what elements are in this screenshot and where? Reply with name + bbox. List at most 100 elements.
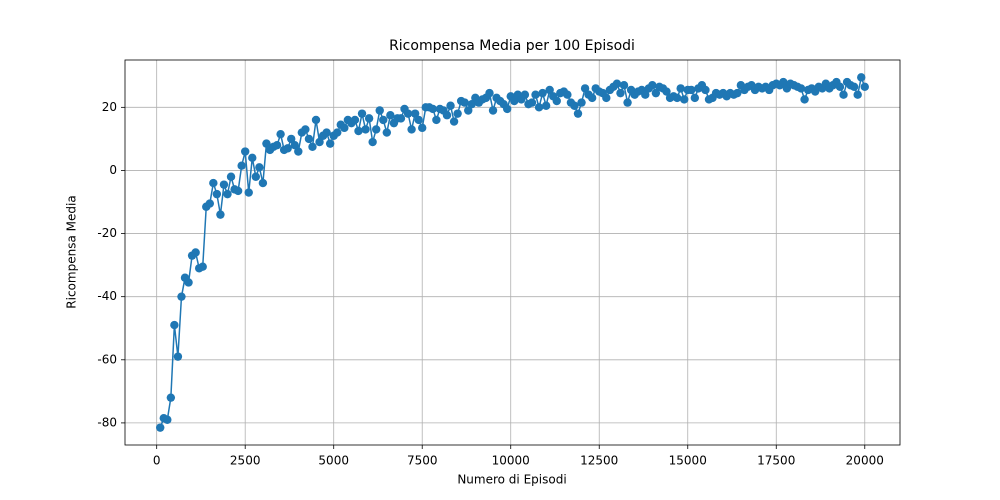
marker xyxy=(602,93,611,103)
marker xyxy=(616,88,625,98)
marker xyxy=(205,199,214,208)
y-tick-label: -80 xyxy=(97,415,117,429)
marker xyxy=(283,144,292,153)
marker xyxy=(386,111,395,120)
marker xyxy=(315,137,324,147)
marker xyxy=(244,188,253,197)
marker xyxy=(340,123,349,133)
marker xyxy=(251,172,261,181)
marker xyxy=(687,85,696,95)
marker xyxy=(510,96,519,106)
marker xyxy=(453,109,462,118)
marker xyxy=(191,248,200,257)
marker xyxy=(301,125,310,134)
marker xyxy=(198,262,207,271)
marker xyxy=(364,114,374,123)
marker xyxy=(237,161,246,170)
x-tick-label: 20000 xyxy=(846,454,884,468)
marker xyxy=(304,134,314,144)
marker xyxy=(166,393,176,402)
marker xyxy=(860,82,869,92)
marker xyxy=(325,139,335,148)
marker xyxy=(467,99,476,109)
marker xyxy=(226,172,236,181)
marker xyxy=(223,189,232,199)
marker xyxy=(520,90,530,99)
marker xyxy=(350,115,360,125)
marker xyxy=(333,128,342,137)
plot-frame xyxy=(124,59,901,446)
x-tick-label: 12500 xyxy=(580,454,618,468)
x-axis-label: Numero di Episodi xyxy=(457,473,566,487)
line xyxy=(159,74,866,428)
x-tick-label: 15000 xyxy=(669,454,707,468)
marker xyxy=(690,93,700,103)
marker xyxy=(857,73,866,82)
marker xyxy=(276,129,285,139)
marker xyxy=(502,104,512,114)
marker xyxy=(641,90,650,99)
marker xyxy=(432,115,441,125)
marker xyxy=(623,98,632,107)
x-tick-label: 0 xyxy=(153,454,161,468)
marker xyxy=(849,82,859,92)
marker xyxy=(648,81,657,90)
marker xyxy=(173,352,183,361)
marker xyxy=(396,114,406,123)
marker xyxy=(290,141,299,150)
marker xyxy=(375,106,384,115)
marker xyxy=(163,415,172,424)
x-tick-label: 17500 xyxy=(757,454,795,468)
marker xyxy=(209,178,218,188)
y-tick-label: -40 xyxy=(97,289,117,303)
marker xyxy=(407,125,416,134)
marker xyxy=(853,90,862,99)
marker xyxy=(701,85,710,95)
marker xyxy=(156,423,165,432)
marker xyxy=(371,125,381,134)
marker xyxy=(403,109,413,118)
marker xyxy=(676,84,685,93)
marker xyxy=(460,98,469,107)
marker xyxy=(449,117,459,126)
marker xyxy=(240,147,250,156)
y-tick-label: 20 xyxy=(102,100,117,114)
marker xyxy=(552,96,561,106)
marker xyxy=(308,142,317,151)
marker xyxy=(534,103,544,112)
y-axis-label: Ricompensa Media xyxy=(65,195,79,308)
marker xyxy=(573,109,583,118)
marker xyxy=(485,88,494,98)
marker xyxy=(322,128,331,137)
y-tick-label: -20 xyxy=(97,226,117,240)
marker xyxy=(428,104,438,114)
marker xyxy=(368,137,377,147)
marker xyxy=(563,90,572,99)
marker xyxy=(835,82,845,92)
marker xyxy=(255,163,264,172)
marker xyxy=(382,128,392,137)
marker xyxy=(177,292,186,301)
marker xyxy=(262,139,271,148)
marker xyxy=(248,153,257,163)
marker xyxy=(672,93,682,103)
marker xyxy=(219,180,229,189)
marker xyxy=(839,90,848,99)
x-tick-label: 7500 xyxy=(407,454,438,468)
marker xyxy=(488,106,498,115)
marker xyxy=(212,189,222,199)
marker xyxy=(733,88,742,98)
marker xyxy=(379,115,388,125)
marker xyxy=(612,79,622,88)
marker xyxy=(587,93,597,103)
marker xyxy=(464,106,473,115)
x-tick-label: 5000 xyxy=(318,454,349,468)
marker xyxy=(531,90,540,99)
marker xyxy=(361,125,370,134)
y-tick-label: -60 xyxy=(97,352,117,366)
marker xyxy=(538,88,547,98)
marker xyxy=(800,95,809,104)
marker xyxy=(410,109,420,118)
